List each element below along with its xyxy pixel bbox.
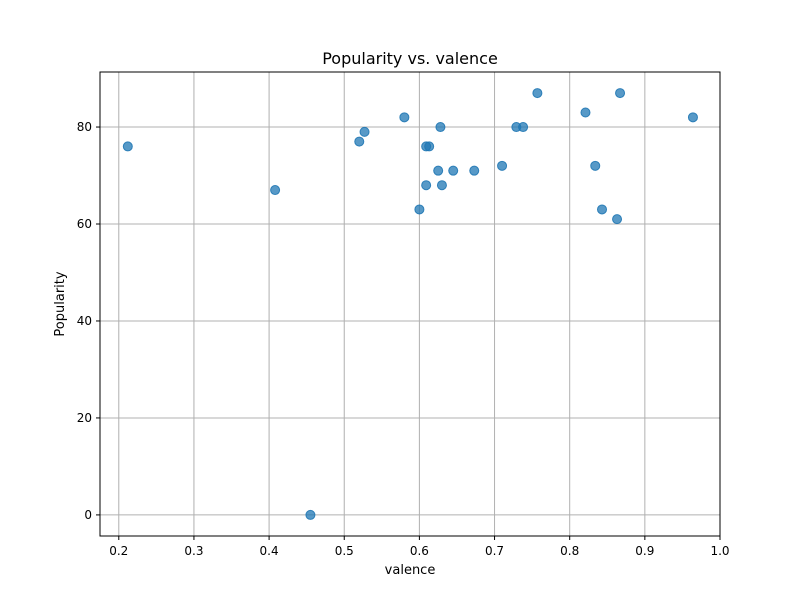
data-point xyxy=(497,160,508,171)
y-tick-label: 40 xyxy=(77,314,92,328)
chart-title: Popularity vs. valence xyxy=(322,49,498,68)
data-point xyxy=(436,180,447,191)
x-tick-label: 0.2 xyxy=(109,544,128,558)
data-point xyxy=(687,112,698,123)
y-tick-label: 60 xyxy=(77,217,92,231)
data-point xyxy=(435,122,446,133)
data-point xyxy=(580,107,591,118)
data-point xyxy=(122,141,133,152)
data-point xyxy=(518,122,529,133)
y-axis-label: Popularity xyxy=(53,271,68,336)
data-point xyxy=(270,185,281,196)
data-point xyxy=(590,160,601,171)
y-tick-label: 20 xyxy=(77,411,92,425)
y-axis-ticks: 0 20 40 60 80 xyxy=(77,120,100,522)
data-point xyxy=(433,165,444,176)
data-point xyxy=(414,204,425,215)
x-tick-label: 0.8 xyxy=(560,544,579,558)
data-point xyxy=(469,165,480,176)
x-tick-label: 0.4 xyxy=(260,544,279,558)
data-point xyxy=(612,214,623,225)
y-tick-label: 80 xyxy=(77,120,92,134)
x-tick-label: 1.0 xyxy=(710,544,729,558)
data-points xyxy=(122,88,698,520)
data-point xyxy=(421,180,432,191)
data-point xyxy=(424,141,435,152)
x-tick-label: 0.6 xyxy=(410,544,429,558)
x-axis-label: valence xyxy=(385,563,436,578)
grid xyxy=(100,72,721,536)
data-point xyxy=(399,112,410,123)
data-point xyxy=(532,88,543,99)
x-tick-label: 0.7 xyxy=(485,544,504,558)
x-tick-label: 0.9 xyxy=(635,544,654,558)
data-point xyxy=(359,126,370,137)
x-tick-label: 0.3 xyxy=(184,544,203,558)
y-tick-label: 0 xyxy=(84,508,92,522)
data-point xyxy=(597,204,608,215)
x-axis-ticks: 0.2 0.3 0.4 0.5 0.6 0.7 0.8 0.9 1.0 xyxy=(109,536,730,558)
x-tick-label: 0.5 xyxy=(335,544,354,558)
data-point xyxy=(615,88,626,99)
data-point xyxy=(354,136,365,147)
plot-frame xyxy=(99,71,721,537)
data-point xyxy=(305,509,316,520)
data-point xyxy=(448,165,459,176)
